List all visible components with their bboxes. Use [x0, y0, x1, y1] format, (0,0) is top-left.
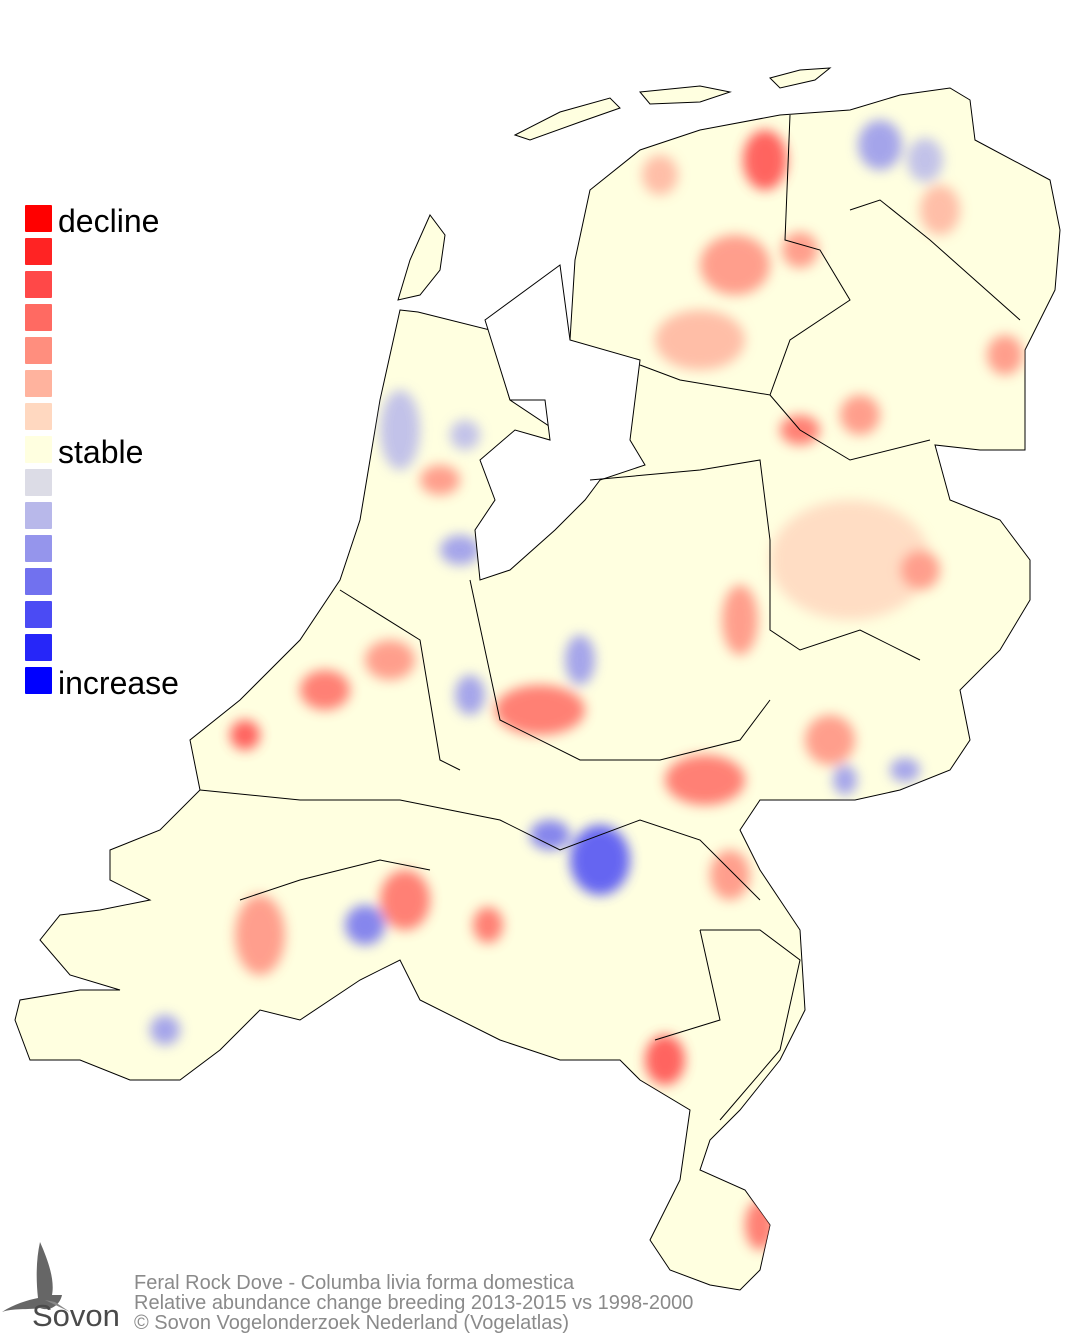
abundance-change-surface	[150, 120, 1023, 1250]
caption-species: Feral Rock Dove - Columba livia forma do…	[134, 1272, 575, 1294]
caption-copyright: © Sovon Vogelonderzoek Nederland (Vogela…	[134, 1312, 570, 1334]
legend-swatch	[25, 370, 52, 397]
legend-label-decline: decline	[58, 203, 160, 239]
legend-label-increase: increase	[58, 665, 179, 701]
legend-swatch	[25, 337, 52, 364]
legend-swatch	[25, 535, 52, 562]
legend-swatch	[25, 667, 52, 694]
map-caption: Feral Rock Dove - Columba livia forma do…	[134, 1273, 693, 1333]
sovon-logo-text: Sovon	[32, 1298, 120, 1333]
legend-swatch	[25, 634, 52, 661]
legend-swatch	[25, 502, 52, 529]
sovon-logo-swallow-icon	[2, 1242, 70, 1312]
ijsselmeer	[474, 264, 646, 581]
legend-swatch	[25, 469, 52, 496]
island-texel	[397, 214, 446, 301]
legend-label-stable: stable	[58, 434, 144, 470]
island-terschelling	[513, 97, 621, 141]
legend-swatch	[25, 601, 52, 628]
legend-swatch	[25, 403, 52, 430]
legend-swatch	[25, 205, 52, 232]
island-schiermonnikoog	[769, 67, 832, 89]
legend-swatch	[25, 568, 52, 595]
province-borders	[199, 114, 1021, 1121]
legend-swatch	[25, 271, 52, 298]
legend-swatch	[25, 436, 52, 463]
legend-swatch	[25, 304, 52, 331]
legend-swatch	[25, 238, 52, 265]
island-ameland	[639, 85, 732, 105]
caption-description: Relative abundance change breeding 2013-…	[134, 1292, 694, 1314]
